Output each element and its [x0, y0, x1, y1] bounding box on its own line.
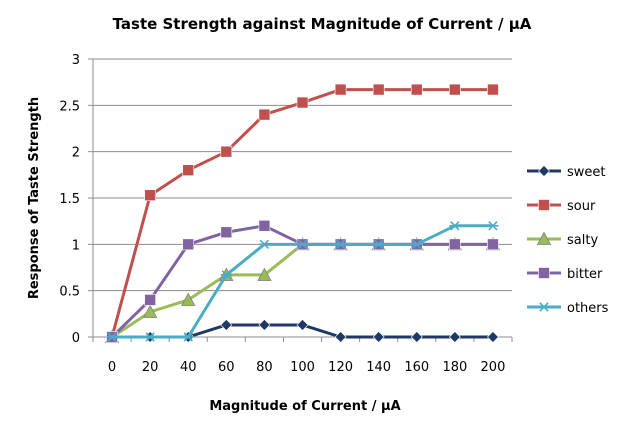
star-stroke [221, 270, 232, 280]
y-tick-label: 2 [72, 146, 80, 161]
data-point-sour [334, 83, 347, 96]
data-point-others [335, 239, 347, 250]
legend-item-salty: salty [527, 231, 598, 248]
x-tick-label: 60 [218, 360, 235, 375]
legend-item-others: others [527, 301, 609, 316]
star-stroke [412, 239, 422, 250]
star-stroke [259, 239, 270, 250]
data-point-others [220, 270, 232, 280]
data-point-others [449, 221, 461, 231]
data-point-others [373, 239, 385, 250]
legend-item-bitter: bitter [527, 267, 603, 282]
legend-marker [538, 302, 550, 312]
star-stroke [450, 221, 460, 231]
data-point-sweet [372, 331, 385, 343]
y-tick-label: 0.5 [59, 285, 80, 300]
data-point-bitter [220, 226, 233, 239]
data-point-sweet [220, 319, 233, 331]
data-point-sweet [296, 319, 309, 331]
data-point-sour [372, 83, 385, 96]
series-others [106, 221, 499, 342]
x-tick-label: 100 [290, 360, 315, 375]
x-axis-label: Magnitude of Current / µA [209, 399, 400, 414]
legend-marker [538, 199, 550, 211]
star-stroke [373, 239, 384, 250]
data-point-sour [182, 164, 195, 176]
legend-item-sour: sour [527, 199, 596, 214]
y-tick-label: 1 [72, 238, 80, 253]
x-tick-label: 40 [180, 360, 197, 375]
data-point-salty [181, 292, 196, 306]
data-point-sour [449, 83, 461, 96]
legend-label: others [567, 301, 609, 316]
data-point-sweet [258, 319, 271, 331]
data-point-sour [487, 83, 499, 96]
star-stroke [488, 221, 498, 231]
star-stroke [145, 332, 155, 342]
data-point-sweet [487, 331, 499, 343]
axes: 0 0.5 1 1.5 2 2.5 3 0 20 40 60 80 100 120 140 160 180 200 [59, 53, 513, 375]
data-point-bitter [487, 238, 499, 251]
legend-label: sweet [567, 165, 606, 180]
data-point-salty [257, 267, 272, 281]
x-tick-label: 80 [256, 360, 273, 375]
legend-label: sour [567, 199, 596, 214]
data-point-bitter [258, 220, 271, 232]
legend-label: salty [567, 233, 598, 248]
y-tick-label: 0 [72, 331, 80, 346]
data-point-bitter [449, 238, 461, 251]
data-point-others [144, 332, 156, 342]
series-sour [106, 83, 499, 343]
data-point-others [258, 239, 270, 250]
x-tick-label: 120 [328, 360, 353, 375]
x-tick-label: 20 [142, 360, 159, 375]
data-point-others [297, 239, 308, 250]
legend-label: bitter [567, 267, 603, 282]
x-tick-label: 0 [108, 360, 116, 375]
legend-marker [538, 267, 550, 279]
data-point-others [182, 332, 194, 342]
star-stroke [107, 332, 117, 342]
data-point-sweet [410, 331, 423, 343]
x-tick-label: 160 [404, 360, 429, 375]
legend: sweet sour salty bitter others [527, 165, 609, 316]
data-point-sour [144, 189, 156, 202]
legend-marker [538, 165, 550, 177]
y-axis-label: Response of Taste Strength [27, 97, 42, 299]
data-point-bitter [144, 294, 156, 306]
star-stroke [183, 332, 193, 342]
data-point-sour [410, 83, 423, 96]
star-stroke [335, 239, 346, 250]
y-tick-label: 3 [72, 53, 80, 68]
data-point-others [487, 221, 499, 231]
star-stroke [297, 239, 308, 250]
data-point-sweet [334, 331, 347, 343]
legend-item-sweet: sweet [527, 165, 606, 180]
y-tick-label: 2.5 [59, 99, 80, 114]
data-point-sour [296, 96, 309, 109]
x-tick-label: 200 [481, 360, 506, 375]
data-point-others [106, 332, 118, 342]
star-stroke [539, 302, 549, 312]
x-tick-label: 140 [366, 360, 391, 375]
data-point-sweet [448, 331, 461, 343]
series-lines [104, 83, 501, 343]
data-point-bitter [182, 238, 195, 251]
data-point-sour [220, 145, 233, 158]
legend-marker [536, 231, 552, 245]
y-tick-label: 1.5 [59, 192, 80, 207]
chart-title: Taste Strength against Magnitude of Curr… [113, 15, 532, 33]
data-point-salty [142, 304, 158, 318]
x-tick-label: 180 [442, 360, 467, 375]
data-point-others [411, 239, 423, 250]
data-point-sour [258, 108, 271, 121]
